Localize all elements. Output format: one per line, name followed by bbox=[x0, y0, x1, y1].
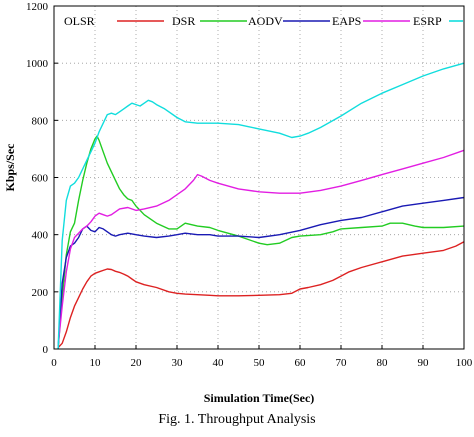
legend-label-olsr: OLSR bbox=[64, 14, 95, 28]
y-tick-label: 400 bbox=[32, 230, 49, 242]
y-tick-label: 0 bbox=[43, 344, 49, 356]
series-line-olsr bbox=[57, 241, 465, 349]
x-tick-label: 30 bbox=[172, 357, 184, 369]
x-tick-label: 10 bbox=[90, 357, 102, 369]
y-tick-label: 800 bbox=[32, 115, 49, 127]
x-tick-label: 100 bbox=[456, 357, 473, 369]
figure-caption: Fig. 1. Throughput Analysis bbox=[158, 412, 316, 427]
x-tick-label: 20 bbox=[131, 357, 143, 369]
x-axis-title: Simulation Time(Sec) bbox=[204, 391, 315, 405]
series-layer bbox=[57, 62, 465, 350]
y-tick-label: 1200 bbox=[26, 1, 49, 13]
y-tick-label: 1000 bbox=[26, 58, 49, 70]
series-line-esrp bbox=[57, 62, 465, 350]
y-tick-label: 200 bbox=[32, 287, 49, 299]
x-tick-label: 40 bbox=[213, 357, 225, 369]
x-tick-label: 0 bbox=[51, 357, 57, 369]
throughput-chart: 0 10 20 30 40 50 60 70 80 90 100020040060080010001… bbox=[3, 1, 473, 405]
series-line-aodv bbox=[57, 196, 465, 350]
axis-ticks: 0 10 20 30 40 50 60 70 80 90 100020040060080010001… bbox=[26, 1, 473, 369]
x-tick-label: 60 bbox=[295, 357, 307, 369]
x-tick-label: 50 bbox=[254, 357, 266, 369]
y-tick-label: 600 bbox=[32, 173, 49, 185]
legend: OLSR DSR AODV EAPS ESRP bbox=[64, 14, 463, 28]
legend-label-eaps: EAPS bbox=[332, 14, 361, 28]
legend-label-dsr: DSR bbox=[172, 14, 195, 28]
series-line-eaps bbox=[57, 149, 465, 347]
legend-label-esrp: ESRP bbox=[413, 14, 442, 28]
grid-lines bbox=[54, 6, 464, 349]
y-axis-title: Kbps/Sec bbox=[3, 143, 17, 192]
x-tick-label: 80 bbox=[377, 357, 389, 369]
legend-label-aodv: AODV bbox=[248, 14, 283, 28]
x-tick-label: 90 bbox=[418, 357, 430, 369]
x-tick-label: 70 bbox=[336, 357, 348, 369]
